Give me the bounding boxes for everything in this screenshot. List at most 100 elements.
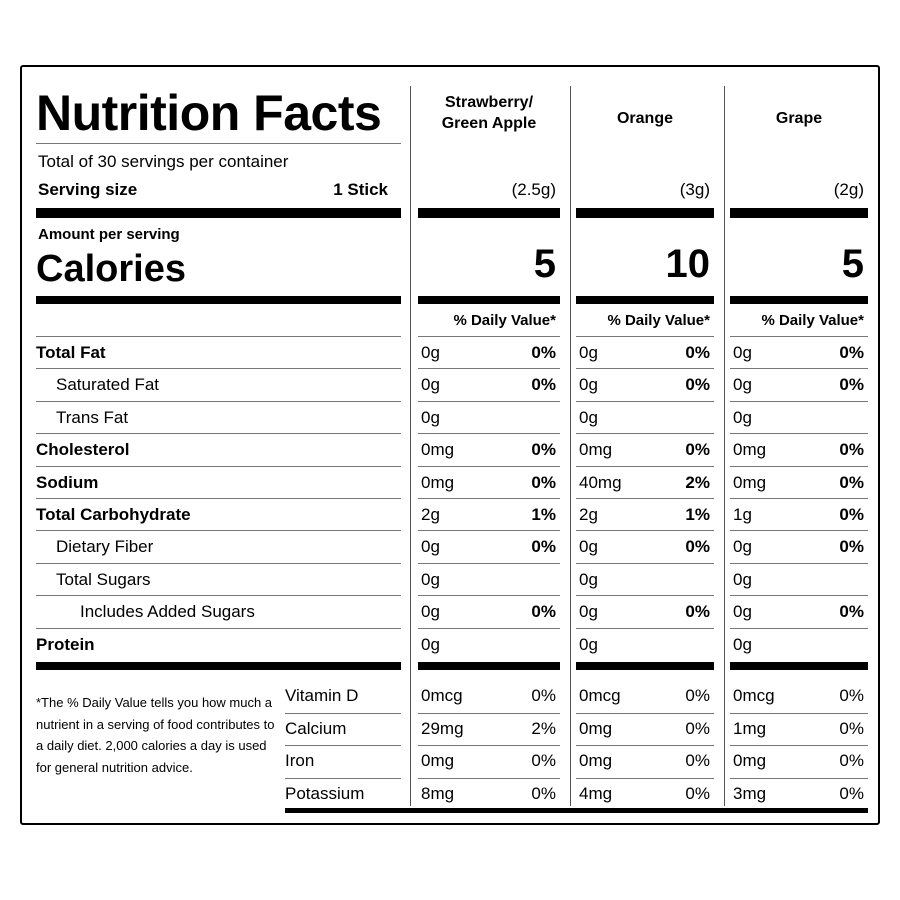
flavor-serving-size: (2g) [833, 180, 864, 199]
nutrient-amount: 2g [421, 505, 440, 524]
divider-bar [418, 662, 560, 670]
vitamin-amount: 0mcg [421, 686, 463, 705]
nutrient-amount: 0mg [733, 472, 767, 492]
bottom-bar [285, 808, 868, 813]
nutrient-daily-value: 0% [531, 440, 556, 460]
row-divider [576, 400, 714, 402]
vitamin-daily-value: 0% [685, 686, 710, 705]
divider-bar [730, 662, 868, 670]
vitamin-amount: 0mg [421, 751, 455, 771]
nutrient-daily-value: 0% [531, 472, 556, 492]
row-divider [418, 400, 560, 402]
nutrient-amount: 0g [579, 634, 598, 654]
nutrient-daily-value: 0% [531, 375, 556, 395]
vitamin-daily-value: 0% [839, 751, 864, 771]
nutrient-amount: 0mg [421, 440, 455, 460]
vitamin-amount: 0mg [579, 718, 613, 738]
nutrient-daily-value: 0% [531, 343, 556, 362]
row-divider [730, 400, 868, 402]
divider-bar [576, 208, 714, 218]
nutrient-amount: 1g [733, 505, 752, 524]
row-divider [730, 595, 868, 597]
flavor-calories: 10 [665, 242, 711, 286]
row-divider [36, 400, 401, 402]
vitamin-amount: 0mcg [733, 686, 775, 705]
nutrient-amount: 0g [421, 602, 440, 622]
nutrient-amount: 0mg [421, 472, 455, 492]
row-divider [285, 777, 401, 779]
vitamin-daily-value: 0% [839, 783, 864, 803]
flavor-name: Grape [775, 110, 823, 127]
nutrient-amount: 0g [579, 407, 598, 427]
vitamin-daily-value: 0% [839, 686, 864, 705]
row-divider [730, 498, 868, 499]
nutrient-amount: 0g [421, 569, 440, 589]
vitamin-amount: 3mg [733, 783, 767, 803]
nutrient-label: Dietary Fiber [56, 537, 154, 557]
nutrient-label: Saturated Fat [56, 375, 160, 395]
nutrient-daily-value: 2% [685, 472, 710, 492]
daily-value-header: % Daily Value* [453, 312, 556, 329]
nutrient-amount: 0g [579, 602, 598, 622]
serving-size-label: Serving size [38, 180, 138, 199]
vitamin-daily-value: 0% [531, 751, 556, 771]
divider-bar [418, 208, 560, 218]
column-divider [724, 86, 725, 806]
flavor-serving-size: (3g) [679, 180, 710, 199]
row-divider [730, 368, 868, 370]
nutrient-amount: 0g [579, 343, 598, 362]
nutrient-label: Trans Fat [56, 407, 129, 427]
page-title: Nutrition Facts [36, 85, 382, 141]
nutrient-daily-value: 0% [839, 375, 864, 395]
nutrient-amount: 0g [733, 537, 752, 557]
calories-label: Calories [36, 248, 186, 290]
nutrient-amount: 0g [579, 537, 598, 557]
nutrient-daily-value: 0% [839, 505, 864, 524]
vitamin-amount: 8mg [421, 783, 455, 803]
nutrient-daily-value: 1% [531, 505, 556, 524]
row-divider [285, 712, 401, 714]
footnote: *The % Daily Value tells you how much a … [36, 695, 275, 775]
divider-bar [730, 296, 868, 304]
row-divider [576, 433, 714, 435]
nutrient-daily-value: 0% [685, 343, 710, 362]
flavor-calories: 5 [533, 242, 556, 286]
row-divider [36, 368, 401, 370]
nutrient-daily-value: 0% [839, 602, 864, 622]
row-divider [418, 562, 560, 564]
daily-value-header: % Daily Value* [607, 312, 710, 329]
divider-bar [36, 662, 401, 670]
row-divider [36, 336, 401, 337]
nutrient-daily-value: 0% [839, 440, 864, 460]
row-divider [730, 336, 868, 337]
row-divider [418, 595, 560, 597]
daily-value-header: % Daily Value* [761, 312, 864, 329]
nutrient-daily-value: 0% [839, 343, 864, 362]
row-divider [418, 627, 560, 629]
divider-line [36, 143, 401, 144]
nutrient-daily-value: 0% [685, 537, 710, 557]
nutrient-daily-value: 0% [531, 602, 556, 622]
nutrient-label: Total Carbohydrate [36, 505, 191, 524]
nutrition-facts-panel [20, 65, 880, 825]
nutrient-label: Cholesterol [36, 440, 130, 460]
nutrient-label: Includes Added Sugars [80, 602, 255, 622]
vitamin-daily-value: 0% [685, 783, 710, 803]
vitamin-amount: 4mg [579, 783, 613, 803]
row-divider [418, 745, 560, 747]
nutrient-amount: 0g [733, 343, 752, 362]
nutrient-label: Protein [36, 634, 95, 654]
row-divider [285, 745, 401, 747]
row-divider [576, 530, 714, 532]
vitamin-amount: 0mg [733, 751, 767, 771]
row-divider [576, 595, 714, 597]
flavor-serving-size: (2.5g) [511, 180, 556, 199]
column-divider [570, 86, 571, 806]
row-divider [730, 712, 868, 714]
row-divider [730, 627, 868, 629]
row-divider [418, 712, 560, 714]
nutrient-amount: 0g [421, 343, 440, 362]
row-divider [576, 712, 714, 714]
flavor-name: Green Apple [441, 115, 537, 132]
servings-per-container: Total of 30 servings per container [38, 152, 289, 171]
